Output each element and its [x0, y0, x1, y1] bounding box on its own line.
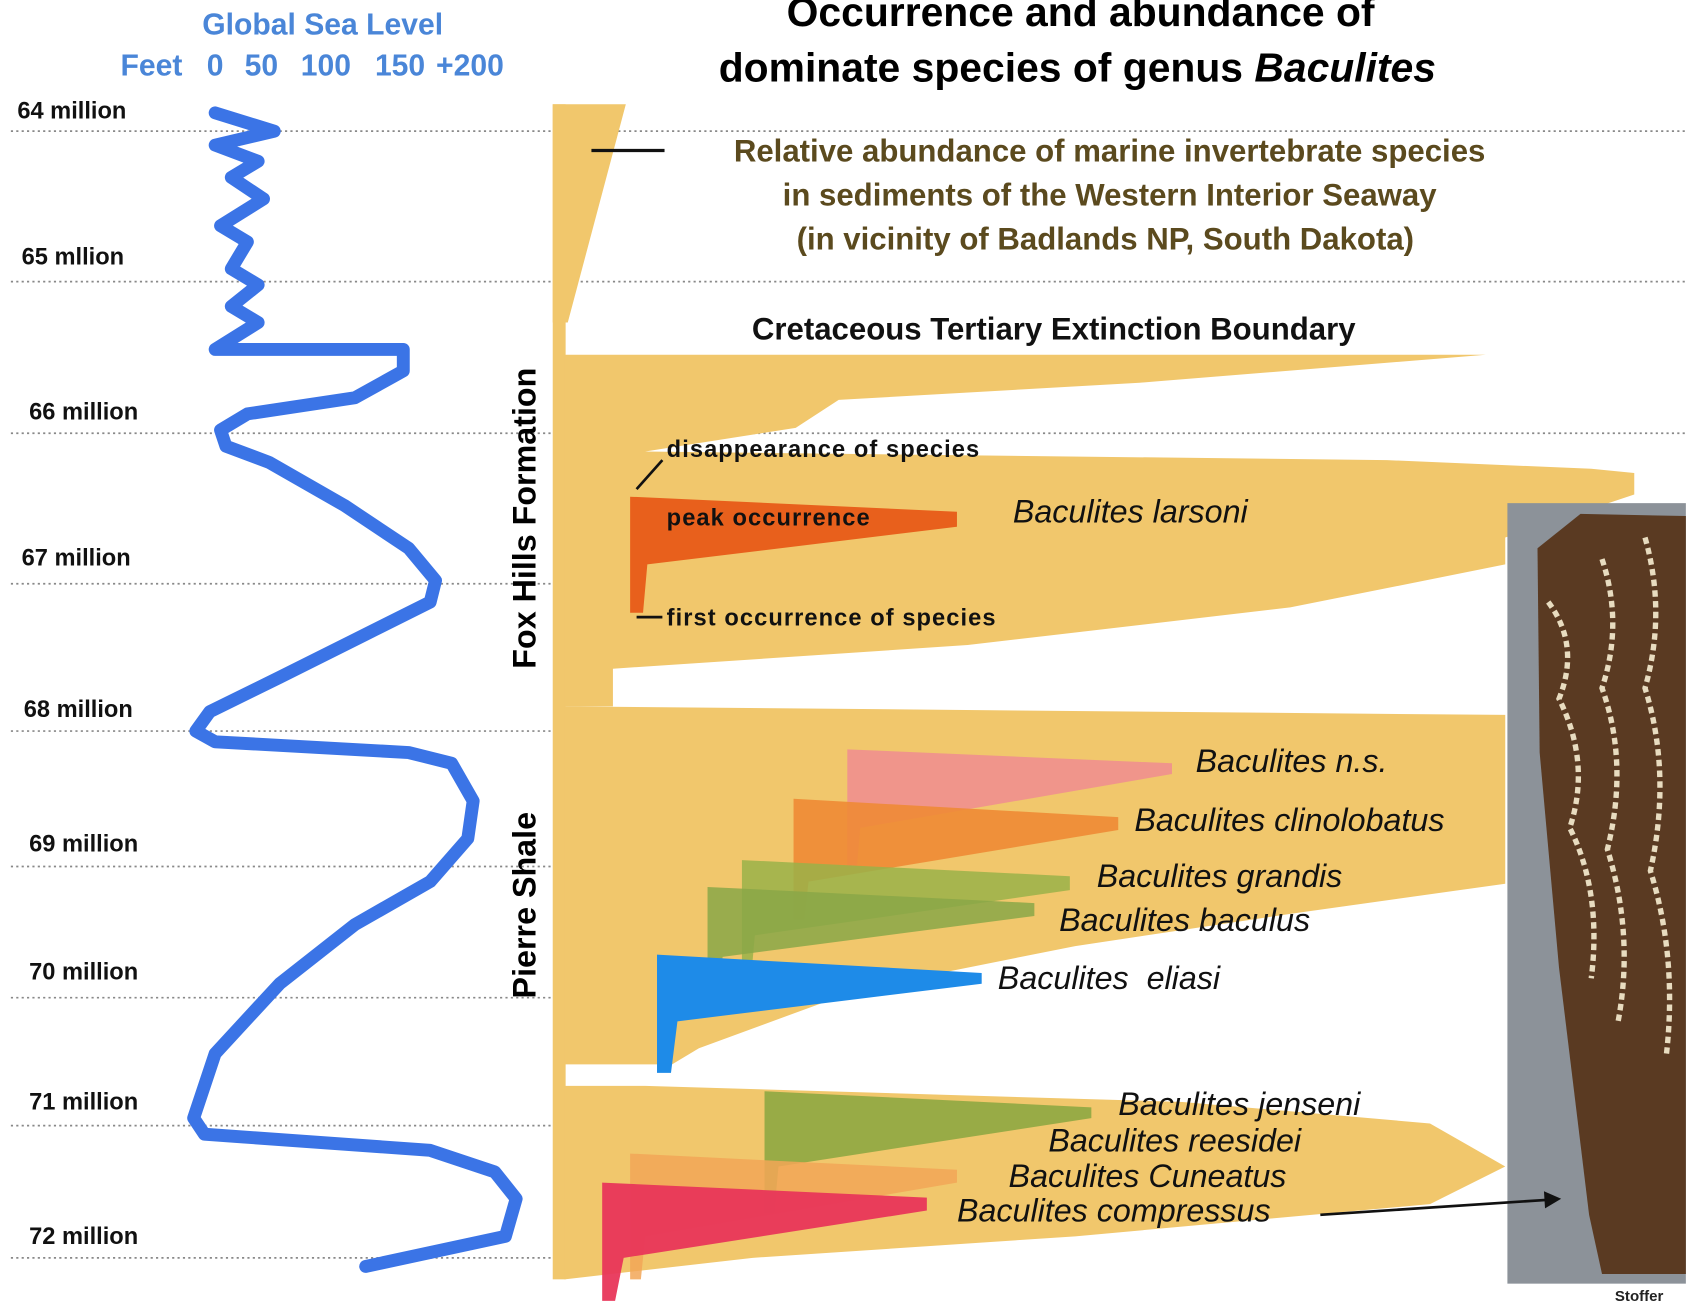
- annotation-line: Relative abundance of marine invertebrat…: [734, 133, 1486, 168]
- species-shape: [630, 1153, 957, 1280]
- species-label: Baculites larsoni: [1013, 493, 1249, 529]
- time-label: 67 million: [22, 545, 131, 571]
- sea-level-tick: +200: [436, 49, 504, 82]
- time-lines: [10, 130, 1686, 1259]
- species-label: Baculites reesidei: [1048, 1122, 1302, 1158]
- sea-level-unit: Feet: [121, 49, 183, 82]
- sea-level-tick: 100: [301, 49, 351, 82]
- time-label: 69 million: [29, 831, 138, 857]
- sea-level-title: Global Sea Level: [202, 8, 443, 41]
- legend-label: peak occurrence: [667, 506, 871, 532]
- time-label: 65 mllion: [22, 244, 124, 270]
- time-label: 64 million: [17, 98, 126, 124]
- species-label: Baculites grandis: [1097, 858, 1343, 894]
- species-shape: [602, 1182, 927, 1301]
- species-shape: [630, 496, 957, 613]
- boundary-label: Cretaceous Tertiary Extinction Boundary: [752, 312, 1356, 347]
- fossil-suture: [1546, 536, 1673, 1054]
- arrow: [1320, 1198, 1549, 1217]
- title-line: Occurrence and abundance of: [787, 0, 1375, 35]
- abundance-column: [552, 104, 566, 1280]
- sea-level-tick: 150: [375, 49, 425, 82]
- time-label: 71 million: [29, 1089, 138, 1115]
- legend-label: first occurrence of species: [667, 606, 997, 632]
- arrow-head: [1543, 1191, 1562, 1209]
- species-label: Baculites n.s.: [1196, 743, 1388, 779]
- species-label: Baculites Cuneatus: [1009, 1158, 1287, 1194]
- annotation-line: (in vicinity of Badlands NP, South Dakot…: [797, 221, 1414, 256]
- title-line: dominate species of genus Baculites: [719, 45, 1436, 91]
- title-text: dominate species of genus: [719, 45, 1255, 91]
- species-shape: [793, 798, 1119, 920]
- sea-level-tick: 0: [207, 49, 224, 82]
- formation-label: Fox Hills Formation: [507, 368, 543, 669]
- species-label: Baculites compressus: [957, 1192, 1271, 1228]
- time-label: 66 million: [29, 399, 138, 425]
- sea-level-curve: [187, 106, 523, 1273]
- species-label: Baculites eliasi: [998, 960, 1221, 996]
- species-shape: [657, 954, 982, 1073]
- species-shape: [741, 860, 1070, 984]
- species-label: Baculites baculus: [1059, 902, 1310, 938]
- species-shape: [764, 1091, 1092, 1213]
- abundance-fan: [552, 104, 626, 323]
- legend-pointer: [635, 459, 664, 491]
- legend-label: disappearance of species: [667, 437, 981, 463]
- species-label: Baculites clinolobatus: [1134, 802, 1444, 838]
- time-label: 72 million: [29, 1224, 138, 1250]
- species-label: Baculites jenseni: [1118, 1086, 1361, 1122]
- time-label: 68 million: [24, 697, 133, 723]
- abundance: [552, 104, 1635, 1280]
- abundance-fan: [564, 354, 1635, 707]
- fossil: [1537, 513, 1686, 1274]
- sea-level-tick: 50: [245, 49, 278, 82]
- title-genus: Baculites: [1254, 45, 1436, 91]
- formation-label: Pierre Shale: [507, 812, 543, 998]
- credit: Stoffer: [1615, 1288, 1664, 1303]
- annotation-line: in sediments of the Western Interior Sea…: [783, 177, 1438, 212]
- species-shape: [707, 886, 1035, 1009]
- species-shapes: [602, 496, 1172, 1301]
- time-label: 70 million: [29, 959, 138, 985]
- species-shape: [847, 749, 1172, 866]
